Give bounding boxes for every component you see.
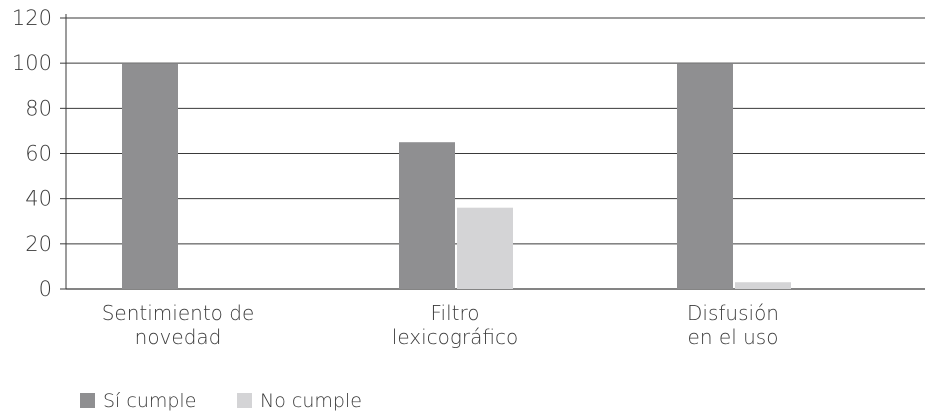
y-tick-label: 100 bbox=[12, 51, 52, 75]
x-category-label: Sentimiento de bbox=[102, 301, 255, 325]
bar-no-cumple-2 bbox=[735, 282, 791, 289]
x-category-label: Disfusión bbox=[687, 301, 779, 325]
y-tick-label: 40 bbox=[25, 187, 52, 211]
y-tick-label: 60 bbox=[25, 142, 52, 166]
y-tick-label: 0 bbox=[39, 277, 52, 301]
x-category-label: lexicográfico bbox=[392, 325, 518, 349]
y-tick-label: 80 bbox=[25, 96, 52, 120]
legend-swatch-si-cumple bbox=[80, 393, 95, 408]
bar-no-cumple-1 bbox=[457, 207, 513, 289]
bar-si-cumple-2 bbox=[677, 63, 733, 289]
legend-swatch-no-cumple bbox=[237, 393, 252, 408]
x-category-label: Filtro bbox=[430, 301, 479, 325]
bar-si-cumple-1 bbox=[399, 142, 455, 289]
legend-label: No cumple bbox=[260, 390, 362, 412]
y-tick-label: 120 bbox=[12, 6, 52, 30]
bar-si-cumple-0 bbox=[122, 63, 178, 289]
x-category-label: novedad bbox=[135, 325, 222, 349]
legend-label: Sí cumple bbox=[103, 390, 196, 412]
x-category-label: en el uso bbox=[688, 325, 779, 349]
y-tick-label: 20 bbox=[25, 232, 52, 256]
